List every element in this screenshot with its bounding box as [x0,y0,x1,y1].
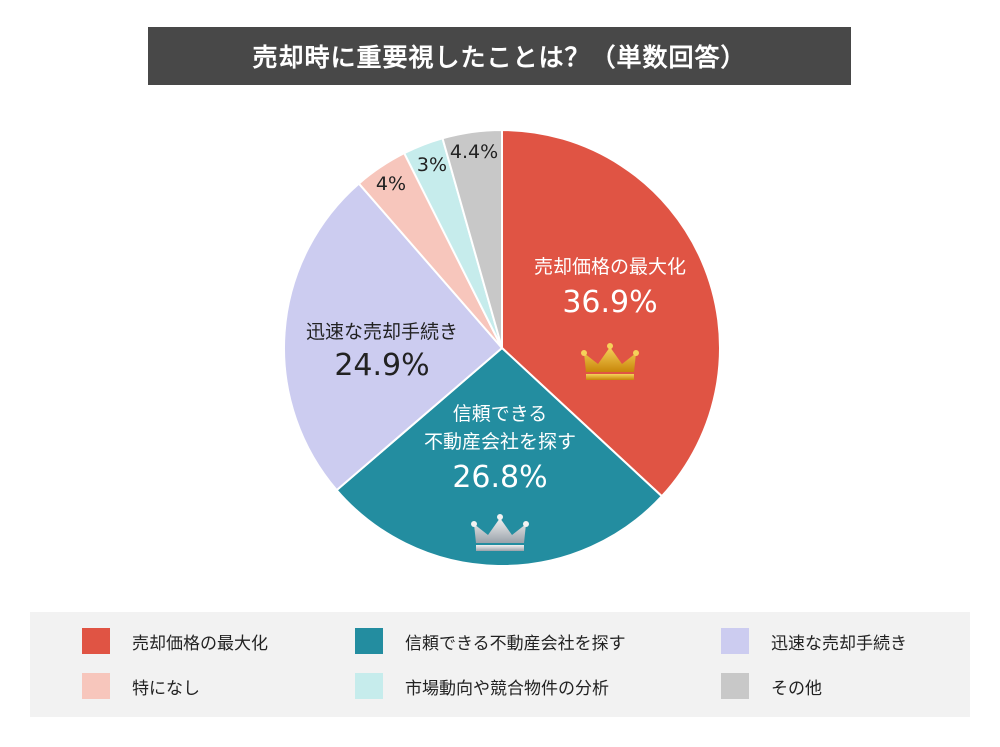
slice-value-6: 4.4% [450,141,498,163]
legend-label: 迅速な売却手続き [771,633,907,654]
slice-label-3: 迅速な売却手続き [306,321,458,343]
legend-item: 特になし [82,672,200,700]
slice-value-3: 24.9% [334,348,429,383]
gold-crown-icon [581,343,639,380]
legend-label: 信頼できる不動産会社を探す [405,633,626,654]
legend-swatch [355,673,383,699]
slice-value-4: 4% [376,173,406,195]
slice-value-2: 26.8% [452,460,547,495]
legend-label: 売却価格の最大化 [132,633,268,654]
pie-slice-3 [283,182,504,492]
slice-value-1: 36.9% [562,285,657,320]
legend: 売却価格の最大化 信頼できる不動産会社を探す 迅速な売却手続き特になし 市場動向や競合… [30,612,970,717]
legend-swatch [82,673,110,699]
legend-swatch [82,628,110,654]
pie-slice-1 [501,128,721,498]
chart-title: 売却時に重要視したことは？（単数回答） [148,27,851,85]
legend-item: 信頼できる不動産会社を探す [355,627,626,655]
legend-swatch [355,628,383,654]
silver-crown-icon [471,514,529,551]
slice-label-2: 不動産会社を探す [424,431,576,453]
pie-slice-2 [335,346,664,567]
legend-item: 迅速な売却手続き [721,627,907,655]
legend-item: 売却価格の最大化 [82,627,268,655]
pie-chart: 売却価格の最大化 36.9% 信頼できる不動産会社を探す 26.8% 迅速な売却手続き 2… [283,128,721,567]
slice-value-5: 3% [417,154,447,176]
slice-label-1: 売却価格の最大化 [534,256,686,278]
legend-swatch [721,673,749,699]
slice-label-2: 信頼できる [453,403,548,425]
legend-label: その他 [771,678,822,699]
legend-swatch [721,628,749,654]
legend-label: 特になし [132,678,200,699]
legend-item: 市場動向や競合物件の分析 [355,672,609,700]
pie-slice-6 [441,128,503,349]
legend-item: その他 [721,672,822,700]
legend-label: 市場動向や競合物件の分析 [405,678,609,699]
